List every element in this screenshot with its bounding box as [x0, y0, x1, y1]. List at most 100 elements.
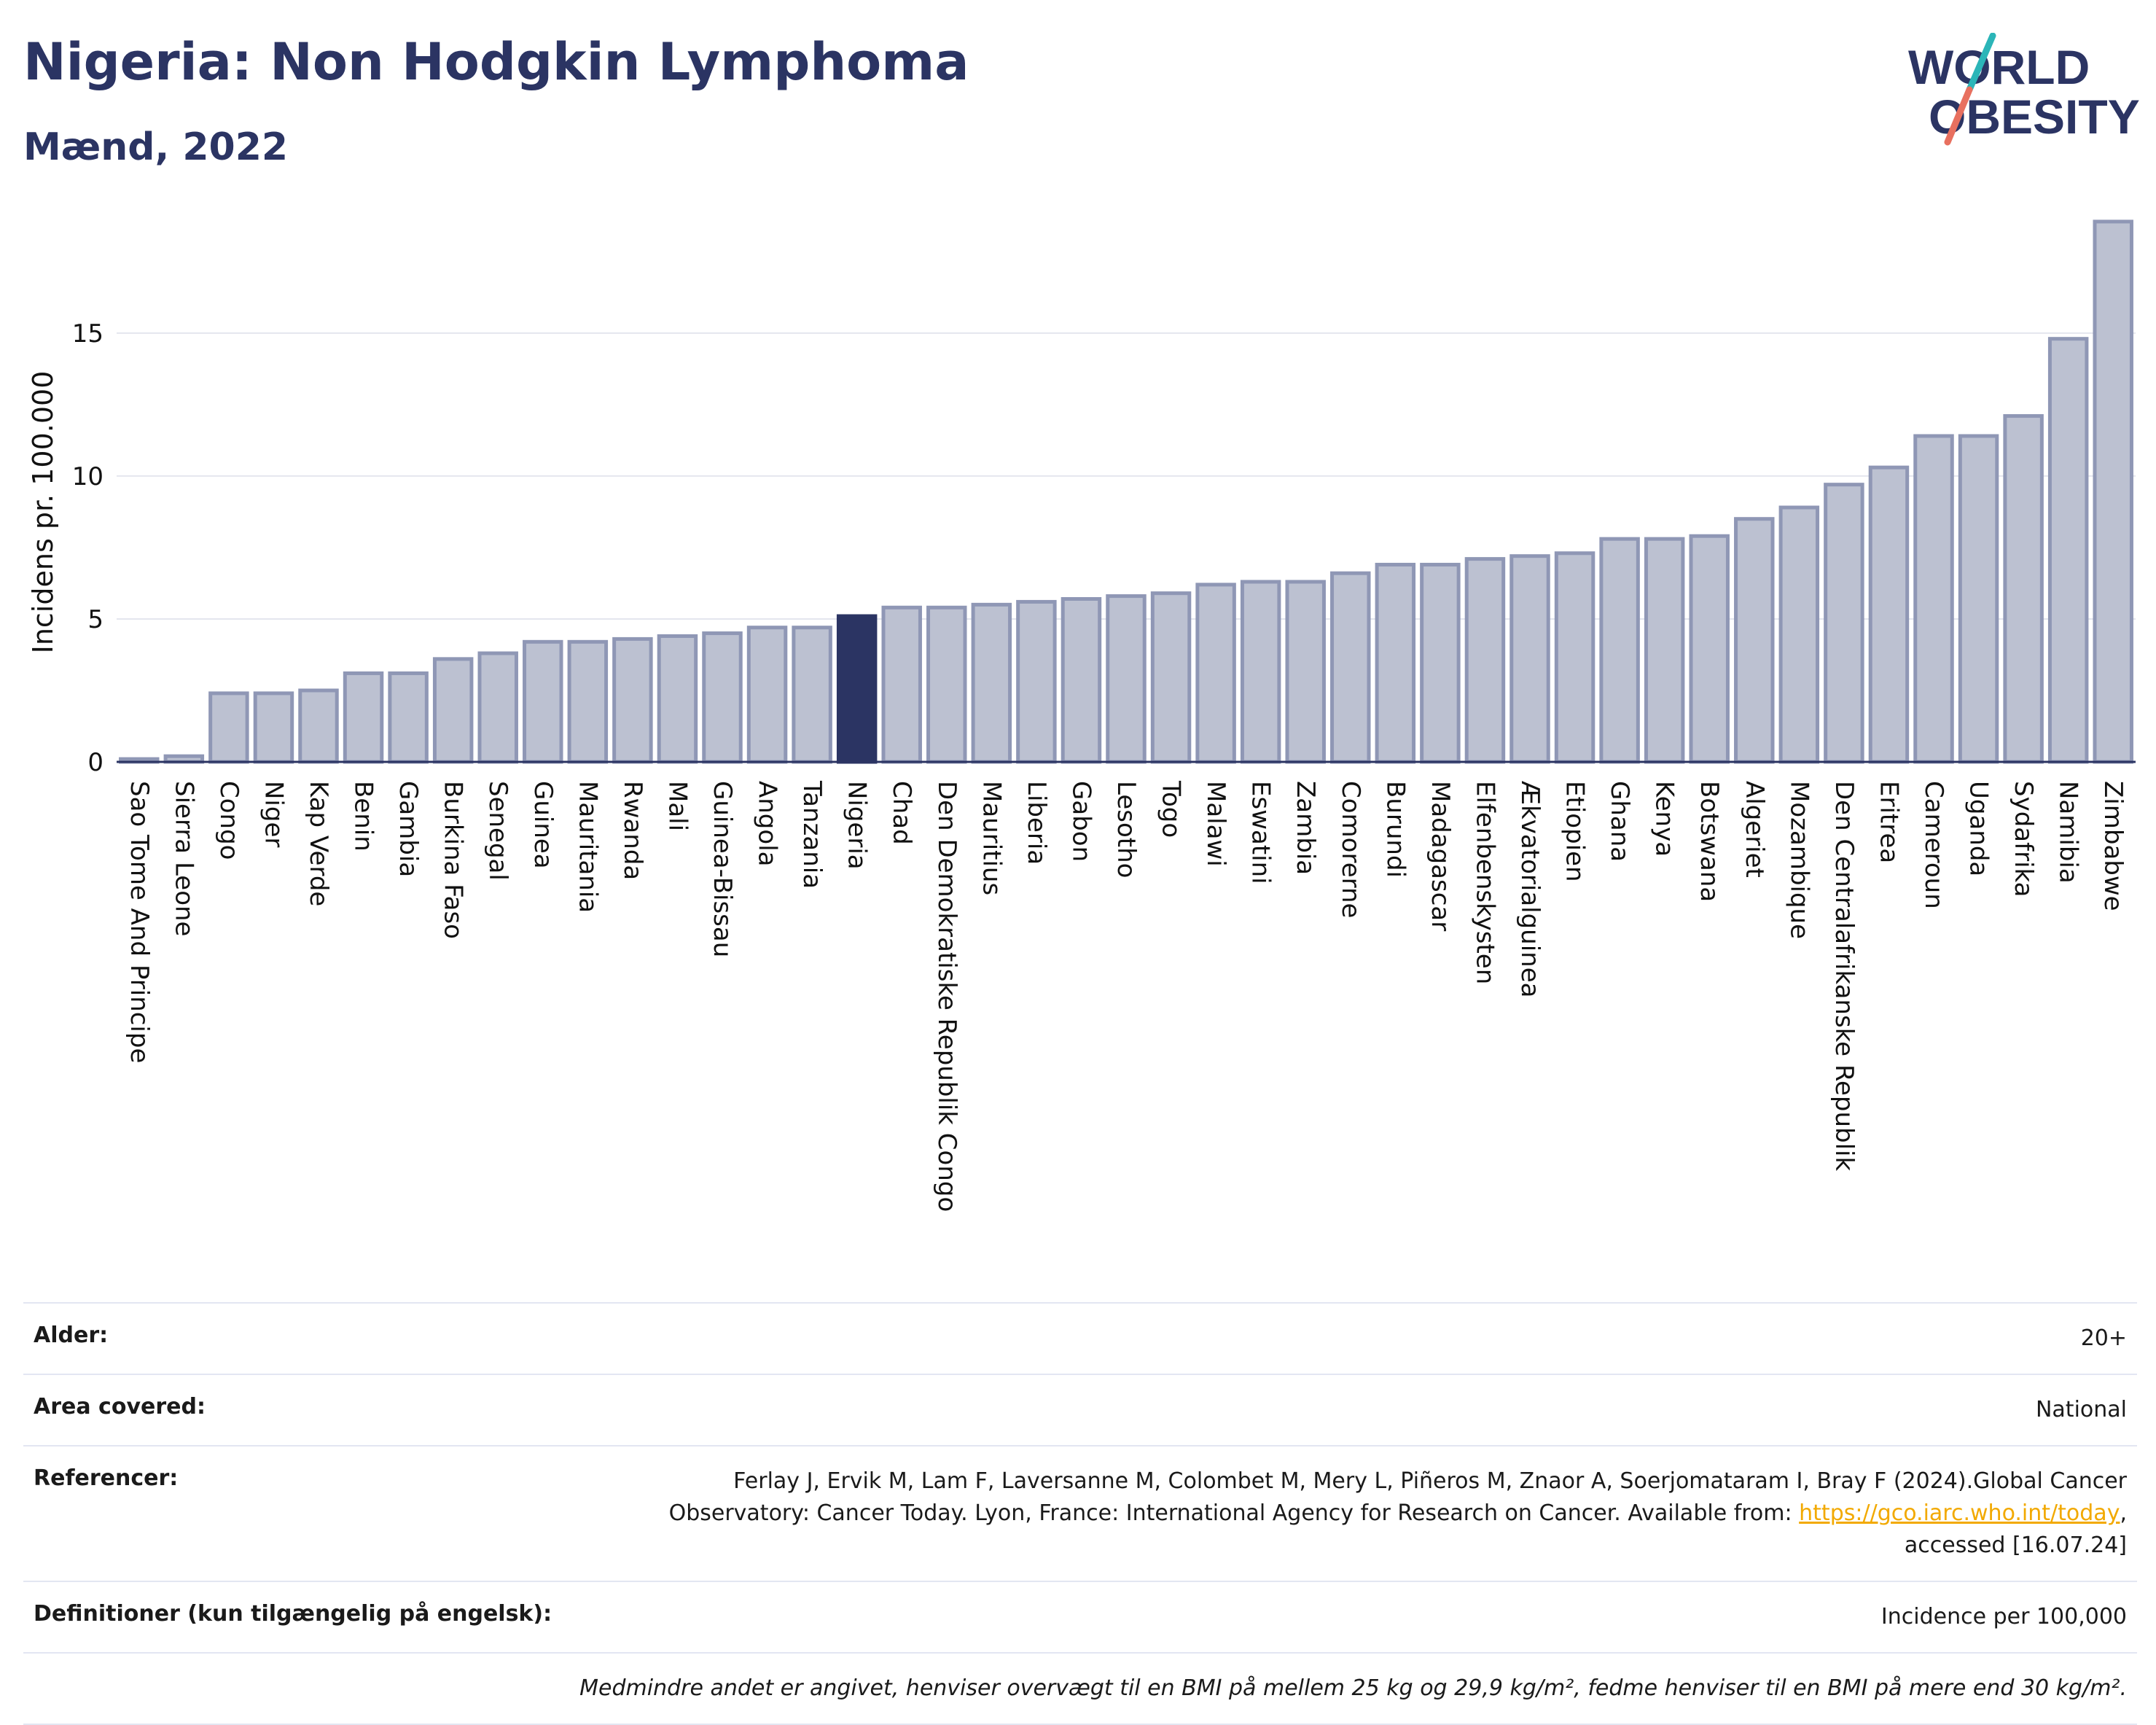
bar-chart: 0 5 10 15 Incidens pr. 100.000 Sao Tome And P…	[27, 219, 2136, 1212]
x-tick-label: Elfenbenskysten	[1470, 781, 1499, 984]
bar-15	[792, 626, 832, 764]
x-tick-label: Gambia	[394, 781, 423, 877]
bmi-note: Medmindre andet er angivet, henviser ove…	[579, 1675, 2127, 1701]
bar-4	[298, 688, 339, 764]
x-tick-label: Guinea-Bissau	[708, 781, 737, 957]
x-tick-label: Etiopien	[1561, 781, 1590, 882]
bar-26	[1285, 580, 1326, 764]
bar-19	[971, 602, 1012, 764]
reference-text-2: Observatory: Cancer Today. Lyon, France:…	[668, 1500, 1800, 1526]
bar-33	[1599, 537, 1640, 764]
bar-9	[523, 639, 563, 764]
references-label: Referencer:	[34, 1465, 179, 1491]
bar-38	[1824, 483, 1864, 764]
reference-text-4: accessed [16.07.24]	[1904, 1533, 2127, 1558]
x-tick-label: Kenya	[1650, 781, 1679, 857]
x-tick-label: Burkina Faso	[439, 781, 468, 939]
x-tick-label: Ækvatorialguinea	[1515, 781, 1544, 997]
age-label: Alder:	[34, 1323, 109, 1348]
x-tick-label: Sydafrika	[2009, 781, 2038, 897]
x-tick-label: Eswatini	[1246, 781, 1276, 884]
logo-slash-coral	[1944, 86, 1973, 146]
bar-40	[1913, 434, 1954, 764]
x-tick-label: Nigeria	[843, 781, 872, 870]
bar-39	[1868, 465, 1910, 764]
x-tick-label: Algeriet	[1740, 781, 1769, 878]
area-label: Area covered:	[34, 1394, 206, 1420]
x-tick-label: Guinea	[528, 781, 558, 869]
bar-41	[1958, 434, 1999, 764]
x-tick-label: Malawi	[1201, 781, 1230, 867]
x-tick-label: Mauritius	[977, 781, 1006, 895]
page-subtitle: Mænd, 2022	[23, 125, 289, 169]
reference-link[interactable]: https://gco.iarc.who.int/today	[1799, 1500, 2120, 1526]
logo-line-1: WORLD	[1908, 40, 2090, 94]
x-tick-label: Rwanda	[618, 781, 647, 880]
x-tick-label: Eritrea	[1874, 781, 1903, 863]
bar-layer	[119, 219, 2133, 764]
bar-43	[2047, 337, 2089, 764]
y-tick-label: 15	[72, 319, 103, 348]
bar-20	[1016, 599, 1057, 764]
bar-17	[881, 605, 922, 764]
x-tick-label: Burundi	[1380, 781, 1410, 878]
x-tick-label: Mali	[663, 781, 692, 831]
x-tick-label: Liberia	[1022, 781, 1051, 865]
bar-3	[253, 691, 294, 764]
bar-7	[432, 657, 474, 764]
bar-25	[1240, 580, 1281, 764]
x-tick-label: Benin	[349, 781, 378, 852]
info-row-note: Medmindre andet er angivet, henviser ove…	[23, 1653, 2137, 1724]
bar-44	[2093, 219, 2133, 764]
bar-32	[1554, 551, 1595, 764]
bar-31	[1509, 554, 1550, 764]
bar-23	[1150, 591, 1192, 764]
info-row-area: Area covered: National	[23, 1374, 2137, 1446]
x-tick-label: Madagascar	[1426, 781, 1455, 931]
bar-27	[1330, 571, 1371, 764]
bar-42	[2003, 414, 2044, 764]
bar-29	[1420, 562, 1461, 764]
bar-12	[657, 634, 698, 764]
x-tick-label: Zimbabwe	[2098, 781, 2128, 911]
bar-10	[567, 639, 609, 764]
reference-comma: ,	[2120, 1500, 2127, 1526]
area-value: National	[2035, 1397, 2127, 1422]
x-tick-label: Kap Verde	[304, 781, 333, 906]
x-tick-label: Zambia	[1291, 781, 1320, 875]
bar-30	[1464, 557, 1506, 764]
age-value: 20+	[2080, 1325, 2127, 1351]
x-tick-label: Den Demokratiske Republik Congo	[932, 781, 961, 1212]
x-tick-label: Botswana	[1695, 781, 1724, 902]
x-tick-label: Sierra Leone	[169, 781, 198, 936]
bar-22	[1106, 594, 1147, 764]
bar-13	[702, 631, 743, 764]
bar-8	[477, 651, 518, 764]
x-tick-label: Namibia	[2054, 781, 2083, 884]
logo-slash-teal	[1966, 33, 1996, 93]
x-tick-label: Lesotho	[1112, 781, 1141, 878]
x-tick-label: Chad	[887, 781, 916, 845]
info-row-age: Alder: 20+	[23, 1303, 2137, 1374]
world-obesity-logo: WORLD OBESITY	[1908, 33, 2140, 146]
x-tick-label: Congo	[214, 781, 243, 860]
y-tick-label: 10	[72, 462, 103, 491]
x-tick-label: Senegal	[483, 781, 512, 881]
x-tick-label: Mauritania	[573, 781, 602, 913]
bar-5	[343, 671, 384, 764]
bar-37	[1778, 505, 1820, 764]
x-tick-label: Niger	[259, 781, 288, 847]
info-row-references: Referencer: Ferlay J, Ervik M, Lam F, La…	[23, 1446, 2137, 1581]
x-tick-label: Comorerne	[1336, 781, 1365, 918]
x-tick-label: Uganda	[1964, 781, 1993, 876]
y-axis-label: Incidens pr. 100.000	[27, 371, 59, 654]
x-tick-label: Gabon	[1066, 781, 1095, 862]
info-row-definitions: Definitioner (kun tilgængelig på engelsk…	[23, 1581, 2137, 1653]
x-tick-label: Den Centralafrikanske Republik	[1829, 781, 1859, 1171]
bar-2	[208, 691, 249, 764]
bar-16	[836, 614, 878, 764]
bar-18	[926, 605, 967, 764]
x-tick-label: Togo	[1157, 780, 1186, 838]
definitions-value: Incidence per 100,000	[1880, 1604, 2127, 1629]
page-title: Nigeria: Non Hodgkin Lymphoma	[23, 32, 969, 92]
